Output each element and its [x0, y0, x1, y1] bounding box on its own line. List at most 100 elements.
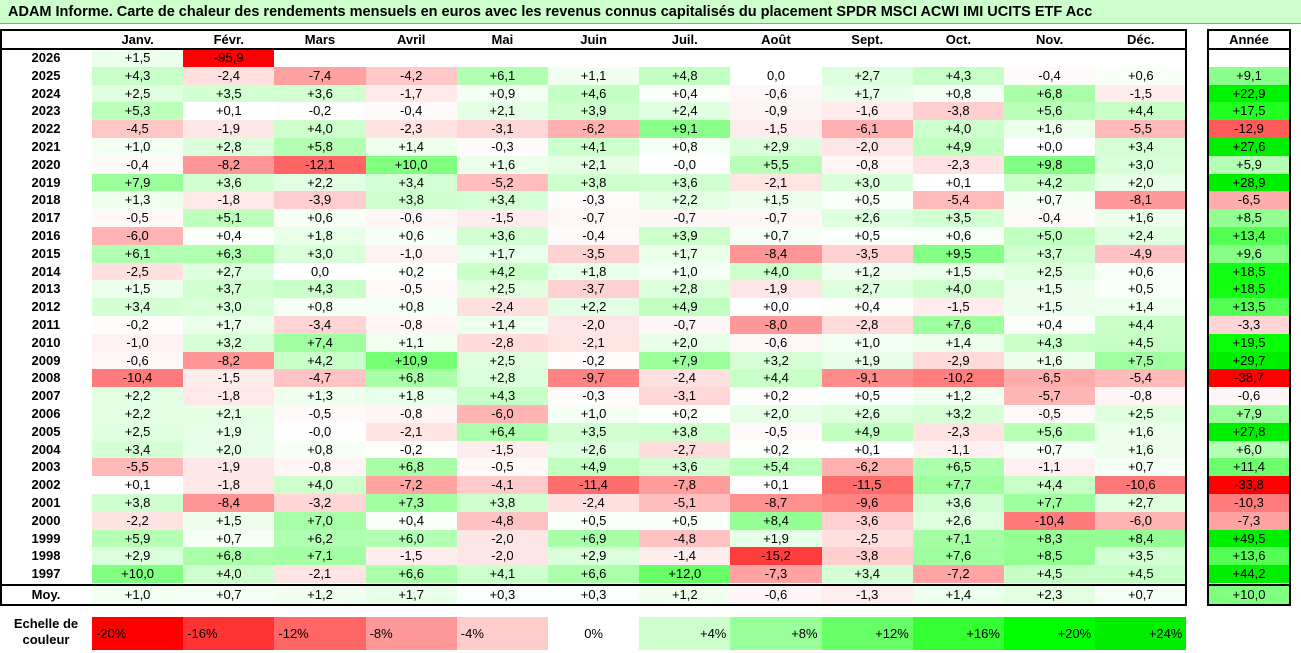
heatmap-cell: +7,1 [274, 547, 366, 566]
heatmap-cell: +3,5 [183, 84, 275, 103]
heatmap-cell: -3,5 [548, 244, 640, 263]
heatmap-cell: -3,4 [274, 316, 366, 334]
heatmap-cell: -1,6 [821, 102, 913, 121]
annual-cell: -3,3 [1208, 316, 1290, 334]
heatmap-cell: +4,5 [1095, 333, 1187, 352]
year-label: 2008 [31, 370, 61, 386]
heatmap-cell: +2,8 [639, 280, 731, 299]
heatmap-cell: +3,8 [639, 422, 731, 441]
heatmap-cell: -0,8 [365, 405, 457, 423]
heatmap-cell: +2,2 [274, 173, 366, 192]
heatmap-cell: +1,4 [912, 333, 1004, 352]
heatmap-cell: +5,3 [92, 102, 184, 121]
color-scale-step: -12% [274, 617, 366, 650]
heatmap-cell: +4,3 [274, 280, 366, 299]
annual-cell: +29,7 [1208, 351, 1290, 370]
annual-cell: +11,4 [1208, 458, 1290, 477]
heatmap-cell: +3,7 [183, 280, 275, 299]
heatmap-cell: +0,6 [1095, 262, 1187, 281]
heatmap-cell: +2,7 [1095, 494, 1187, 512]
heatmap-cell: +5,0 [1004, 227, 1096, 245]
heatmap-cell: +4,9 [639, 298, 731, 316]
heatmap-cell: +8,3 [1004, 529, 1096, 548]
heatmap-cell: +1,1 [548, 66, 640, 85]
heatmap-cell: +4,0 [912, 120, 1004, 138]
heatmap-cell: -1,0 [92, 333, 184, 352]
heatmap-cell: +2,7 [183, 262, 275, 281]
heatmap-cell: +2,7 [821, 280, 913, 299]
year-label: 2011 [31, 317, 61, 332]
heatmap-cell: +1,4 [365, 138, 457, 156]
month-header: Déc. [1127, 32, 1155, 47]
heatmap-cell: -2,8 [456, 333, 548, 352]
color-scale-step: +8% [730, 617, 822, 650]
heatmap-cell: +1,6 [456, 155, 548, 174]
color-scale-step: +4% [639, 617, 731, 650]
average-cell: -0,6 [730, 585, 822, 605]
month-header: Mai [491, 32, 514, 47]
annual-cell: +27,8 [1208, 422, 1290, 441]
heatmap-cell: -2,4 [456, 298, 548, 316]
heatmap-cell: -3,5 [821, 244, 913, 263]
heatmap-cell: +0,5 [821, 227, 913, 245]
average-cell: +1,2 [639, 585, 731, 605]
heatmap-cell: +5,8 [274, 138, 366, 156]
heatmap-cell: +0,7 [730, 227, 822, 245]
heatmap-cell: -0,2 [92, 316, 184, 334]
year-label: 2009 [31, 352, 61, 368]
heatmap-cell: +9,8 [1004, 155, 1096, 174]
heatmap-cell: +1,3 [92, 191, 184, 210]
heatmap-cell: -7,3 [730, 565, 822, 583]
heatmap-cell: +3,4 [1095, 138, 1187, 156]
heatmap-cell: +8,5 [1004, 547, 1096, 566]
year-label: 2019 [31, 174, 61, 190]
heatmap-cell: +1,5 [1004, 280, 1096, 299]
color-scale-step: -4% [456, 617, 548, 650]
year-label: 2021 [31, 139, 61, 154]
heatmap-cell: +2,6 [821, 209, 913, 227]
heatmap-cell: +1,4 [456, 316, 548, 334]
heatmap-cell: -8,4 [183, 494, 275, 512]
heatmap-cell: -1,5 [183, 369, 275, 388]
heatmap-cell: +0,7 [183, 529, 275, 548]
heatmap-cell: +0,1 [821, 440, 913, 459]
heatmap-cell: +0,5 [821, 191, 913, 210]
average-cell: +1,2 [274, 585, 366, 605]
heatmap-cell: +0,4 [821, 298, 913, 316]
heatmap-cell: +2,9 [92, 547, 184, 566]
heatmap-cell: -10,2 [912, 369, 1004, 388]
heatmap-cell: -0,4 [548, 227, 640, 245]
heatmap-cell: -7,4 [274, 66, 366, 85]
heatmap-cell: +7,6 [912, 547, 1004, 566]
heatmap-cell: +3,6 [183, 173, 275, 192]
heatmap-cell: -2,0 [456, 529, 548, 548]
heatmap-cell: -8,4 [730, 244, 822, 263]
heatmap-cell: +3,2 [912, 405, 1004, 423]
color-scale-step: +24% [1095, 617, 1187, 650]
heatmap-cell: -3,6 [821, 511, 913, 530]
month-header: Oct. [945, 32, 972, 47]
heatmap-cell: +2,2 [548, 298, 640, 316]
heatmap-cell: -1,8 [183, 476, 275, 494]
heatmap-cell [912, 49, 1004, 67]
heatmap-cell: +3,7 [1004, 244, 1096, 263]
heatmap-cell: +0,7 [1004, 191, 1096, 210]
heatmap-cell: -0,5 [730, 422, 822, 441]
annual-cell: -10,3 [1208, 494, 1290, 512]
heatmap-cell: +6,8 [365, 369, 457, 388]
heatmap-cell: +2,2 [92, 405, 184, 423]
heatmap-cell: +7,7 [912, 476, 1004, 494]
heatmap-cell [821, 49, 913, 67]
heatmap-cell: -0,5 [92, 209, 184, 227]
heatmap-cell: +1,1 [365, 333, 457, 352]
heatmap-cell: -2,2 [92, 511, 184, 530]
average-label: Moy. [31, 587, 61, 602]
heatmap-cell: -1,9 [183, 458, 275, 477]
heatmap-cell: +3,8 [365, 191, 457, 210]
heatmap-cell: +2,6 [912, 511, 1004, 530]
heatmap-cell: +2,0 [1095, 173, 1187, 192]
heatmap-cell: +3,0 [821, 173, 913, 192]
heatmap-cell: -0,6 [365, 209, 457, 227]
heatmap-cell: -0,0 [274, 422, 366, 441]
heatmap-cell: +0,4 [639, 84, 731, 103]
